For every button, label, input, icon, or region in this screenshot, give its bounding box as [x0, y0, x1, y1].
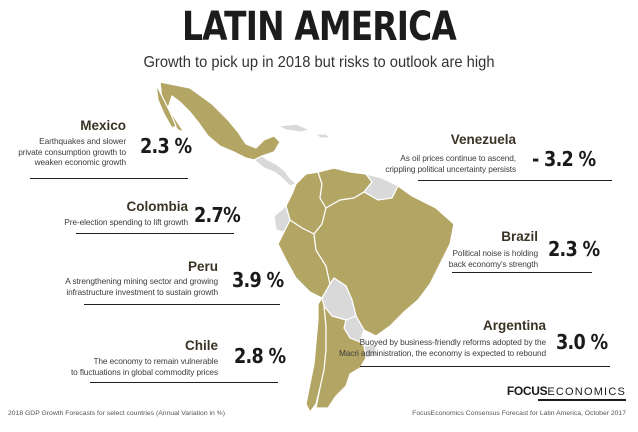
brazil-name: Brazil [501, 229, 538, 244]
mexico-value: 2.3 % [140, 134, 192, 158]
logo-economics: ECONOMICS [547, 386, 626, 398]
venezuela-value: - 3.2 % [532, 147, 596, 171]
venezuela-description-line: As oil prices continue to ascend, [400, 153, 516, 163]
peru-description-line: infrastructure investment to sustain gro… [66, 286, 218, 297]
chile-name: Chile [184, 338, 218, 353]
chile-description-line: to fluctuations in global commodity pric… [70, 366, 218, 377]
brazil-description-line: back economy's strength [448, 258, 538, 269]
map-mexico [159, 81, 281, 161]
argentina-description-line: Buoyed by business-friendly reforms adop… [359, 337, 547, 347]
venezuela-name: Venezuela [450, 132, 516, 147]
footer-consensus-note: FocusEconomics Consensus Forecast for La… [412, 410, 626, 417]
colombia-divider [76, 233, 234, 235]
latin-america-map [155, 81, 455, 413]
argentina-value: 3.0 % [556, 330, 608, 354]
brazil-value: 2.3 % [548, 237, 600, 261]
brazil-description-line: Political noise is holding [452, 248, 539, 258]
map-brazil [313, 185, 455, 337]
colombia-name: Colombia [126, 199, 188, 214]
logo-underline [538, 399, 626, 401]
colombia-description-line: Pre-election spending to lift growth [64, 217, 188, 227]
peru-divider [84, 304, 280, 306]
colombia-value: 2.7% [194, 203, 241, 227]
mexico-description-line: private consumption growth to [18, 146, 126, 157]
mexico-divider [30, 178, 188, 180]
chile-divider [90, 382, 278, 384]
brazil-divider [452, 272, 592, 274]
argentina-description-line: Macri administration, the economy is exp… [338, 347, 546, 358]
argentina-divider [360, 366, 610, 368]
mexico-description-line: weaken economic growth [34, 157, 127, 167]
venezuela-divider [418, 180, 612, 182]
mexico-description-line: Earthquakes and slower [39, 136, 126, 146]
argentina-name: Argentina [482, 318, 546, 333]
peru-value: 3.9 % [232, 268, 284, 292]
footer-source-note: 2018 GDP Growth Forecasts for select cou… [8, 410, 225, 417]
mexico-description: Earthquakes and slower private consumpti… [18, 136, 126, 168]
peru-description: A strengthening mining sector and growin… [65, 276, 218, 297]
venezuela-description: As oil prices continue to ascend, crippl… [385, 153, 516, 174]
chile-description: The economy to remain vulnerable to fluc… [71, 356, 218, 377]
map-caribbean [277, 123, 311, 133]
peru-name: Peru [187, 259, 218, 274]
infographic-subtitle: Growth to pick up in 2018 but risks to o… [143, 54, 495, 71]
map-argentina [315, 305, 367, 409]
map-baja-california [155, 83, 177, 129]
peru-description-line: A strengthening mining sector and growin… [65, 276, 218, 286]
logo-focus: FOCUS [506, 384, 548, 398]
chile-description-line: The economy to remain vulnerable [93, 356, 218, 366]
mexico-name: Mexico [80, 118, 126, 133]
map-central-america [253, 155, 297, 187]
infographic-title: LATIN AMERICA [182, 4, 457, 50]
brazil-description: Political noise is holding back economy'… [449, 248, 538, 269]
venezuela-description-line: crippling political uncertainty persists [385, 163, 516, 174]
map-ecuador [273, 205, 291, 233]
focuseconomics-logo: FOCUSECONOMICS [507, 384, 626, 398]
argentina-description: Buoyed by business-friendly reforms adop… [339, 337, 546, 358]
colombia-description: Pre-election spending to lift growth [64, 217, 188, 228]
chile-value: 2.8 % [234, 344, 286, 368]
map-hispaniola [315, 133, 331, 139]
